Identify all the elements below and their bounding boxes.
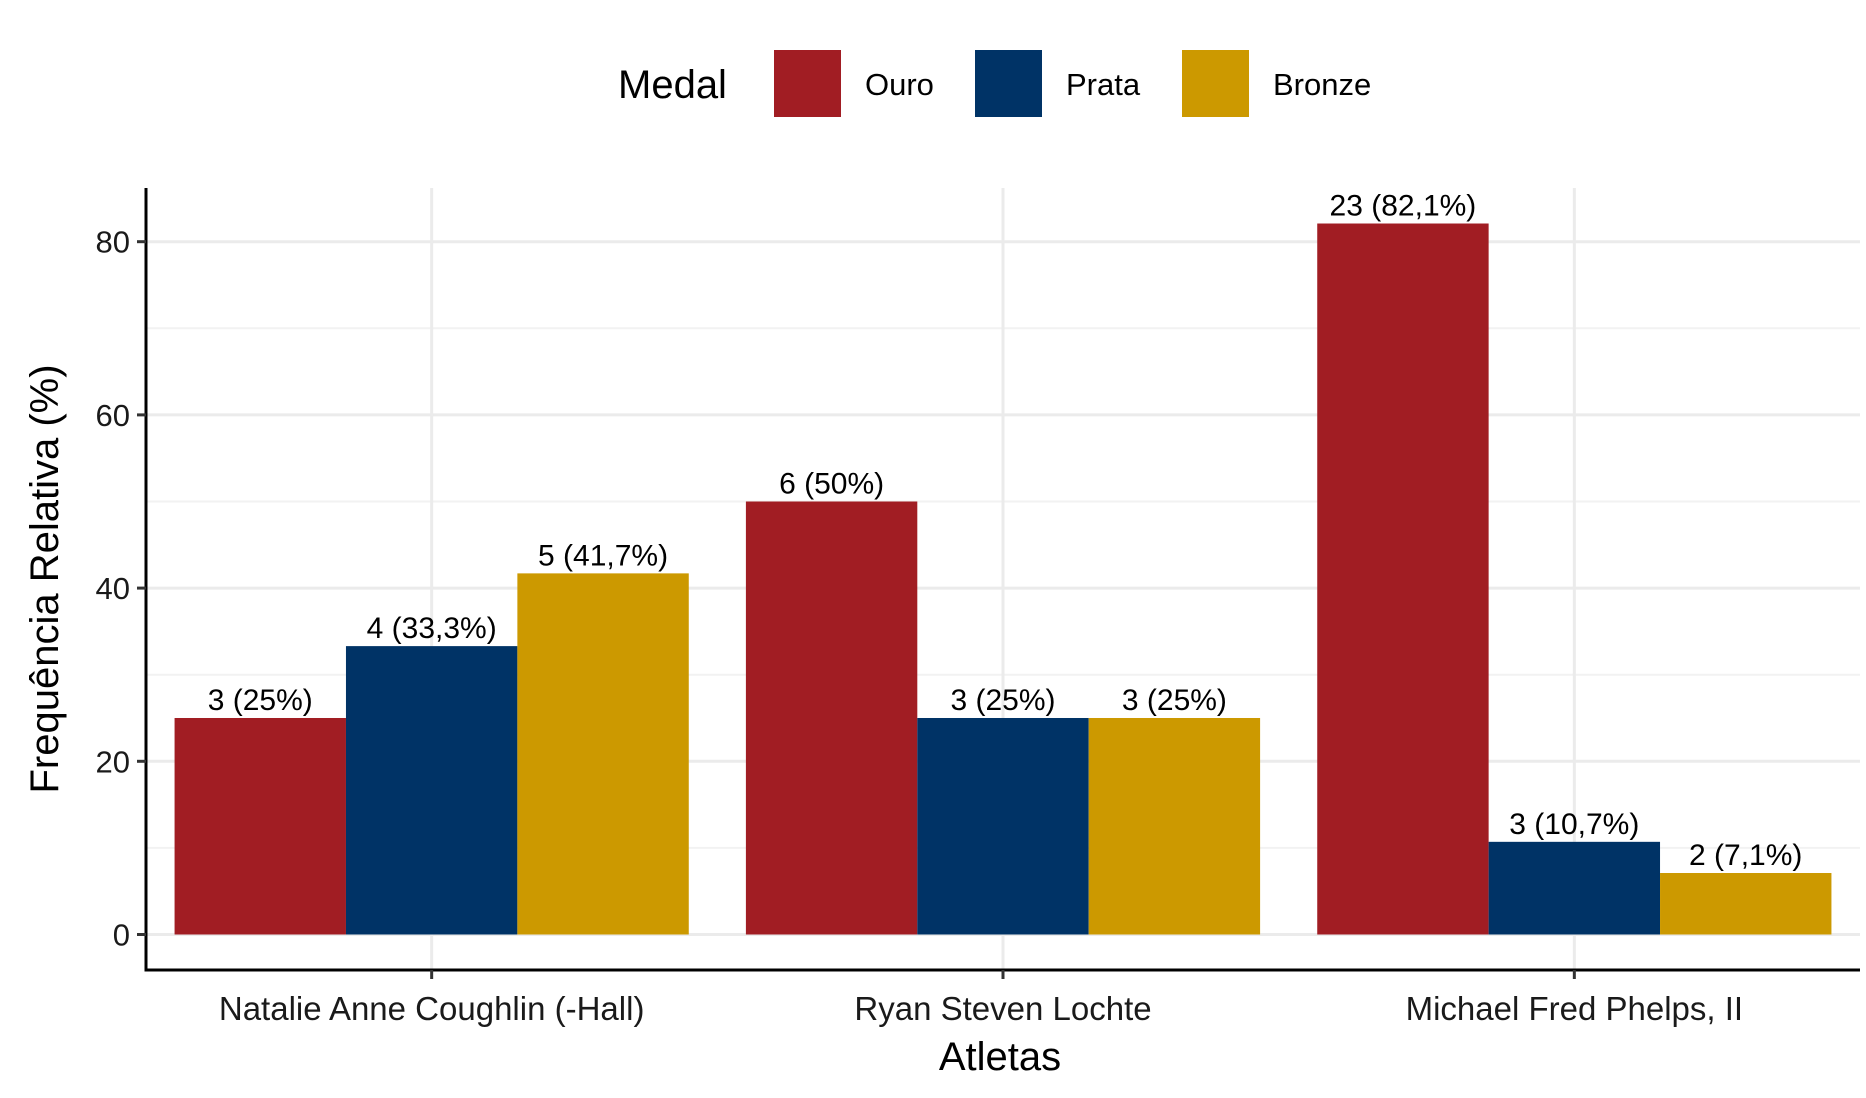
x-tick-label: Natalie Anne Coughlin (-Hall) xyxy=(219,990,645,1027)
y-tick-label: 80 xyxy=(96,225,130,260)
legend-title: Medal xyxy=(618,63,727,107)
bar-prata xyxy=(345,646,518,935)
bar-bronze xyxy=(1660,873,1832,935)
bar-ouro xyxy=(1317,223,1489,935)
legend-key-bronze xyxy=(1182,50,1249,117)
legend: Medal Ouro Prata Bronze xyxy=(618,50,1371,117)
legend-key-prata xyxy=(975,50,1042,117)
bar-ouro xyxy=(745,501,918,935)
bar-value-label: 5 (41,7%) xyxy=(538,539,668,572)
axes: 0 20 40 60 80 Natalie Anne Coughlin (-Hall) Ry… xyxy=(96,188,1860,1027)
x-axis-title: Atletas xyxy=(939,1035,1061,1079)
bar-value-label: 6 (50%) xyxy=(779,467,884,500)
bar-value-label: 2 (7,1%) xyxy=(1689,839,1802,872)
bar-value-label: 4 (33,3%) xyxy=(367,612,497,645)
bar-value-label: 3 (10,7%) xyxy=(1509,808,1639,841)
x-tick-label: Ryan Steven Lochte xyxy=(854,990,1151,1027)
bar-bronze xyxy=(1088,717,1261,935)
bar-ouro xyxy=(174,717,346,935)
legend-label-bronze: Bronze xyxy=(1273,67,1371,102)
bar-value-label: 23 (82,1%) xyxy=(1330,190,1477,223)
bar-labels: 3 (25%) 6 (50%) 23 (82,1%) 4 (33,3%) 3 (25%)… xyxy=(208,190,1803,873)
bar-bronze xyxy=(517,573,689,935)
y-tick-label: 60 xyxy=(96,398,130,433)
bars xyxy=(174,223,1832,935)
y-tick-label: 40 xyxy=(96,571,130,606)
bar-value-label: 3 (25%) xyxy=(950,684,1055,717)
legend-label-prata: Prata xyxy=(1066,67,1141,102)
y-axis-title: Frequência Relativa (%) xyxy=(23,364,67,793)
bar-value-label: 3 (25%) xyxy=(1122,684,1227,717)
y-tick-label: 0 xyxy=(113,917,130,952)
y-tick-label: 20 xyxy=(96,744,130,779)
bar-prata xyxy=(1488,841,1661,935)
legend-key-ouro xyxy=(774,50,841,117)
bar-prata xyxy=(917,717,1089,935)
x-tick-label: Michael Fred Phelps, II xyxy=(1406,990,1743,1027)
legend-label-ouro: Ouro xyxy=(865,67,934,102)
bar-value-label: 3 (25%) xyxy=(208,684,313,717)
